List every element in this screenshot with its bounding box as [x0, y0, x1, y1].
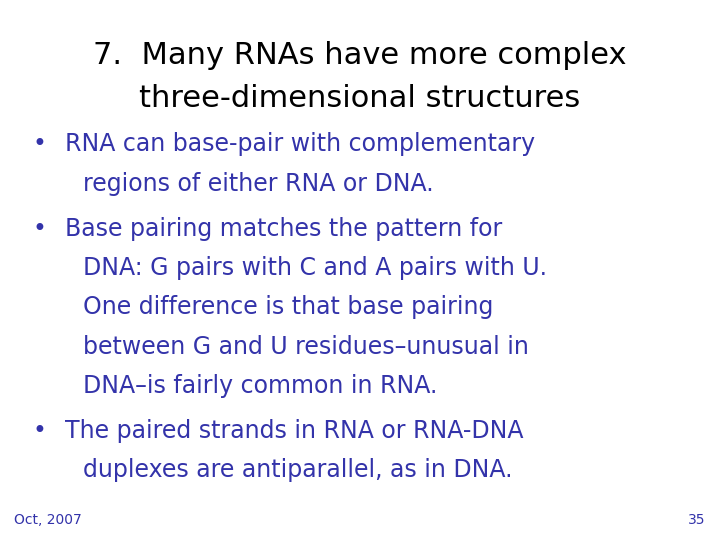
Text: •: • — [32, 217, 47, 240]
Text: Base pairing matches the pattern for: Base pairing matches the pattern for — [65, 217, 502, 240]
Text: The paired strands in RNA or RNA-DNA: The paired strands in RNA or RNA-DNA — [65, 419, 523, 443]
Text: •: • — [32, 419, 47, 443]
Text: 35: 35 — [688, 512, 706, 526]
Text: DNA: G pairs with C and A pairs with U.: DNA: G pairs with C and A pairs with U. — [83, 256, 546, 280]
Text: three-dimensional structures: three-dimensional structures — [140, 84, 580, 113]
Text: Oct, 2007: Oct, 2007 — [14, 512, 82, 526]
Text: •: • — [32, 132, 47, 156]
Text: RNA can base-pair with complementary: RNA can base-pair with complementary — [65, 132, 535, 156]
Text: One difference is that base pairing: One difference is that base pairing — [83, 295, 493, 319]
Text: 7.  Many RNAs have more complex: 7. Many RNAs have more complex — [94, 40, 626, 70]
Text: between G and U residues–unusual in: between G and U residues–unusual in — [83, 335, 528, 359]
Text: regions of either RNA or DNA.: regions of either RNA or DNA. — [83, 172, 433, 195]
Text: DNA–is fairly common in RNA.: DNA–is fairly common in RNA. — [83, 374, 437, 398]
Text: duplexes are antiparallel, as in DNA.: duplexes are antiparallel, as in DNA. — [83, 458, 513, 482]
